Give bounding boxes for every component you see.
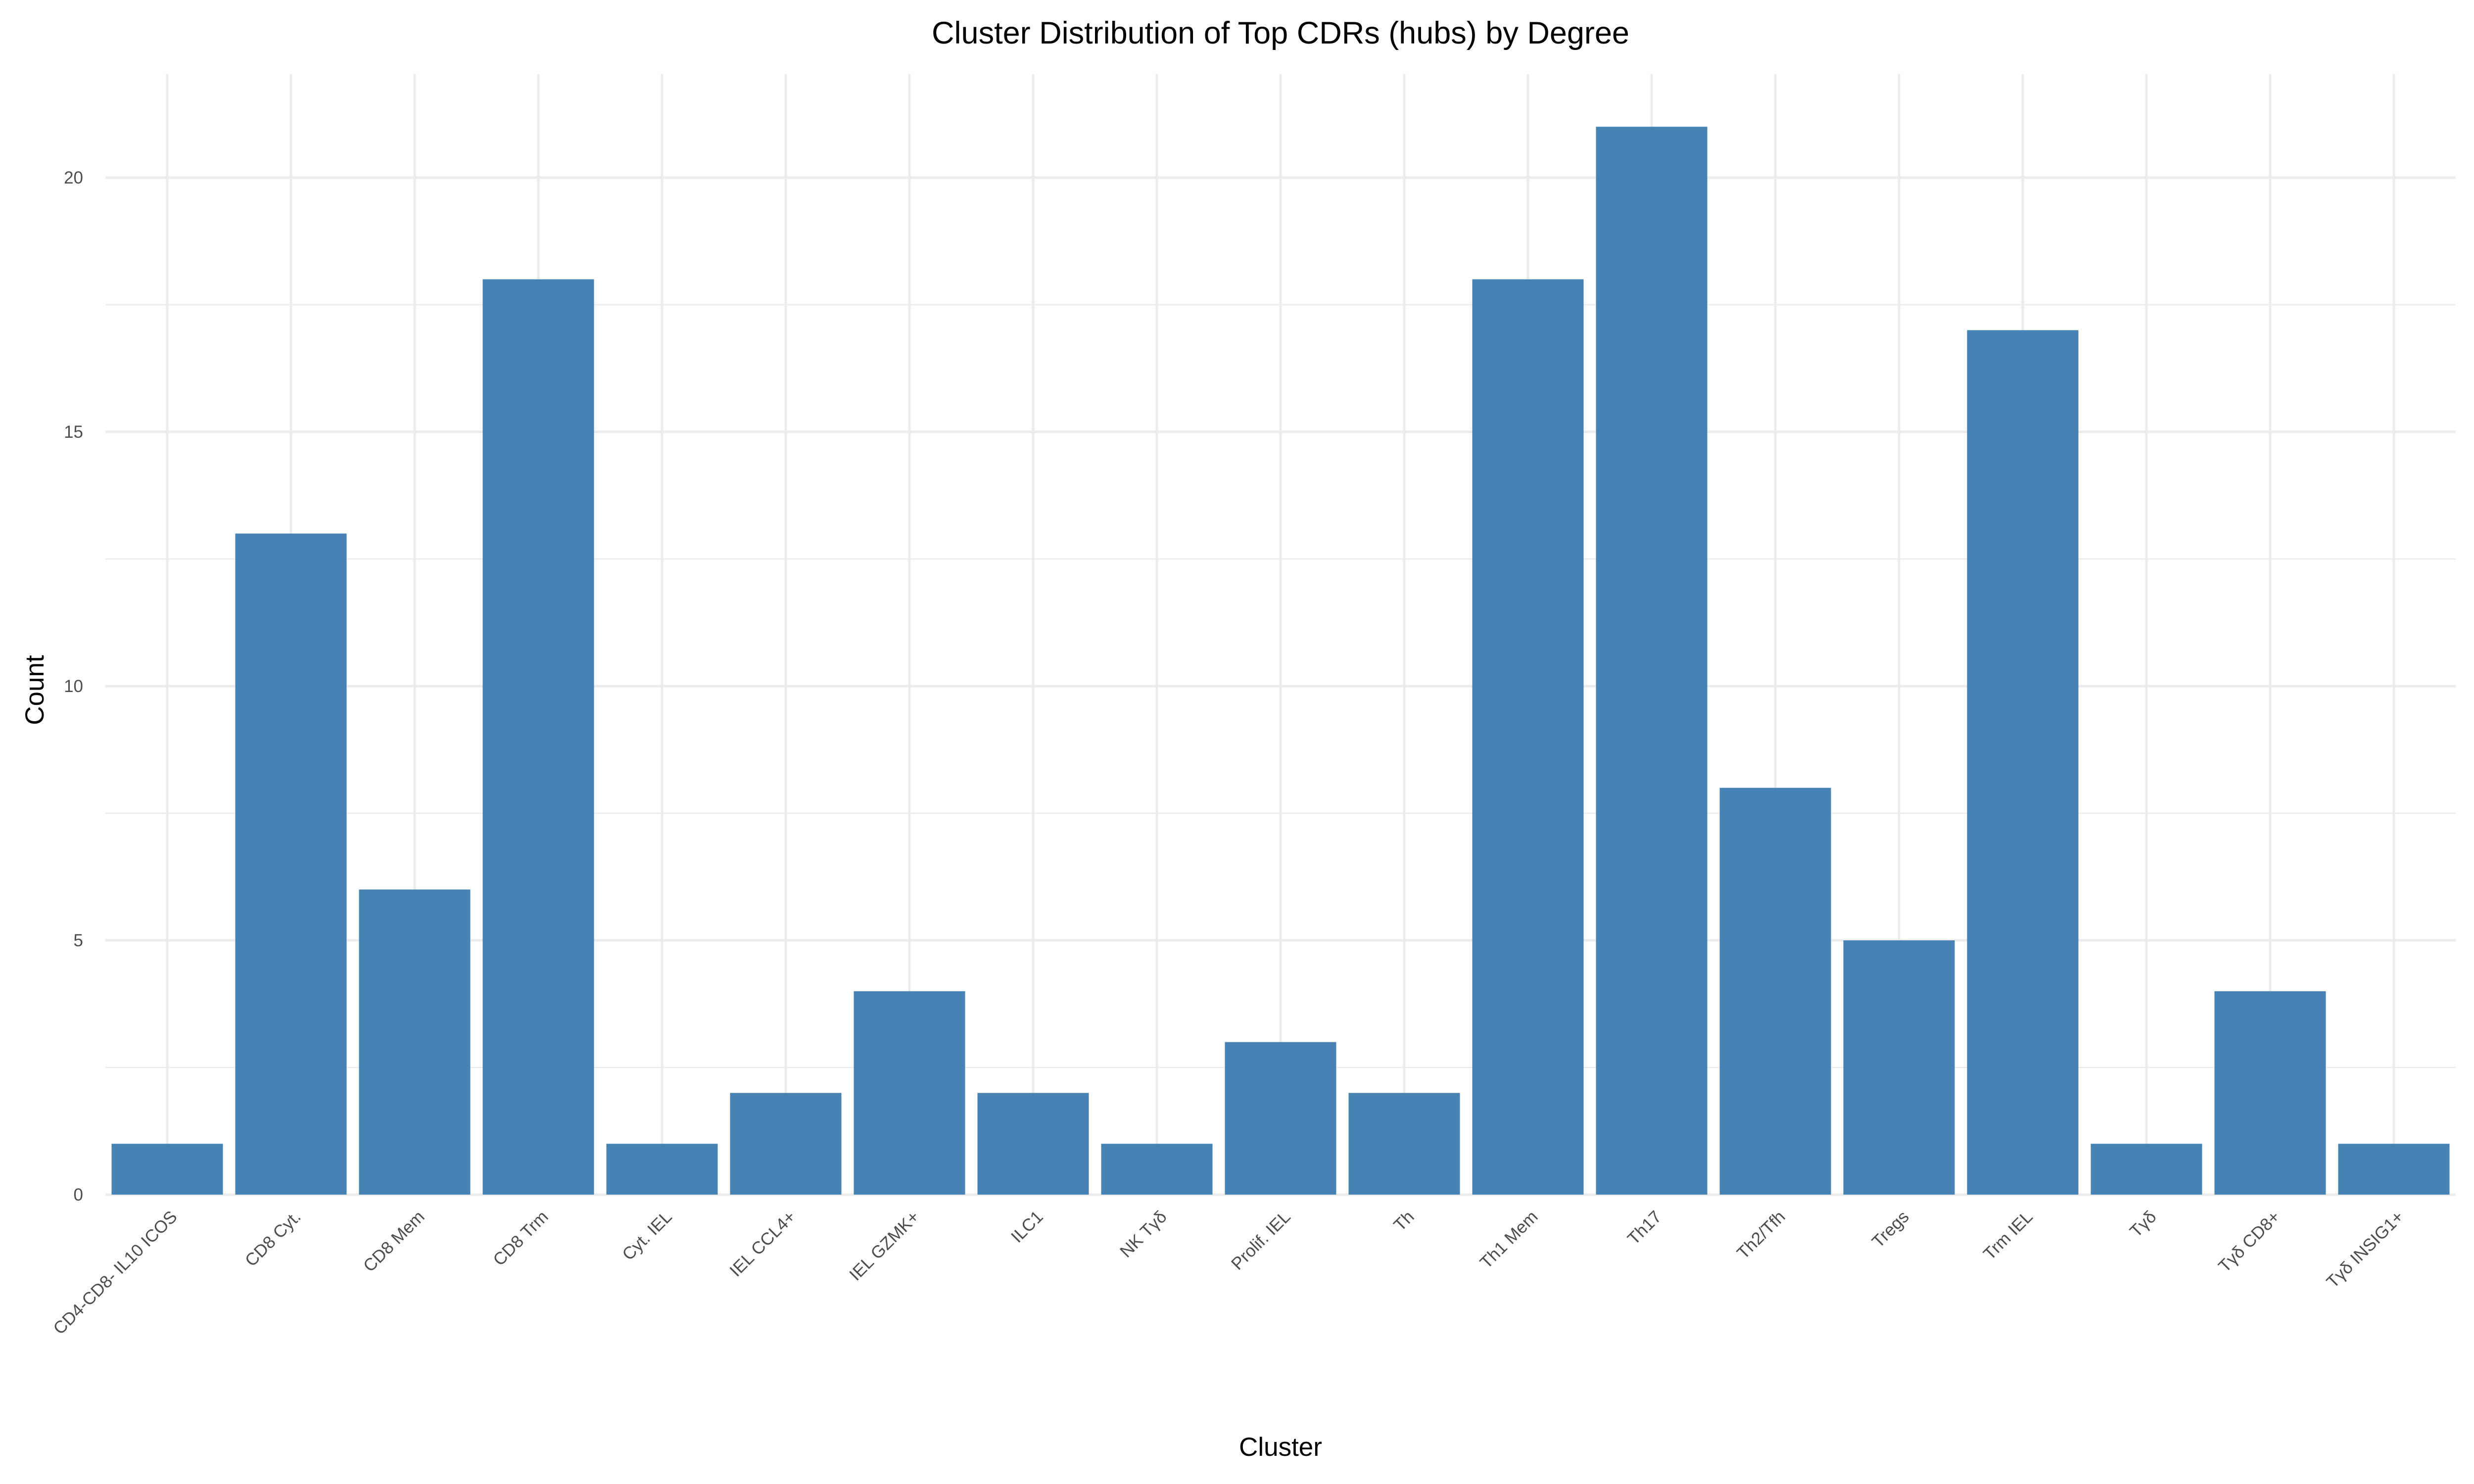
y-tick-label: 5	[74, 931, 83, 950]
x-tick-label: ILC1	[1007, 1207, 1047, 1247]
bar	[854, 991, 965, 1195]
x-tick-label: Prolif. IEL	[1228, 1207, 1294, 1274]
bar	[235, 533, 347, 1195]
x-tick-label: Tγδ CD8+	[2215, 1207, 2284, 1276]
x-tick-label: NK Tγδ	[1116, 1207, 1171, 1261]
x-tick-label: CD4-CD8- IL10 ICOS	[49, 1207, 181, 1339]
bar	[730, 1093, 842, 1195]
x-tick-label: Cyt. IEL	[618, 1207, 676, 1264]
y-tick-label: 0	[74, 1185, 83, 1205]
x-axis-ticks: CD4-CD8- IL10 ICOS CD8 Cyt. CD8 Mem CD8 Trm…	[49, 1207, 2408, 1339]
bar	[1843, 940, 1955, 1195]
x-tick-label: IEL GZMK+	[846, 1207, 923, 1285]
x-tick-label: Th	[1390, 1207, 1418, 1235]
bar	[482, 279, 594, 1195]
y-axis-ticks: 0 5 10 15 20	[64, 168, 83, 1205]
bars	[111, 127, 2450, 1195]
y-tick-label: 10	[64, 677, 83, 696]
x-tick-label: Tregs	[1868, 1207, 1913, 1252]
bar	[1719, 788, 1831, 1195]
x-tick-label: Tγδ	[2126, 1207, 2160, 1241]
bar	[1101, 1144, 1213, 1195]
bar	[2214, 991, 2326, 1195]
bar	[1348, 1093, 1460, 1195]
bar	[1967, 330, 2079, 1195]
x-tick-label: IEL CCL4+	[726, 1207, 799, 1280]
x-tick-label: CD8 Trm	[489, 1207, 552, 1270]
x-tick-label: Th17	[1624, 1207, 1665, 1249]
x-tick-label: Tγδ INSIG1+	[2323, 1207, 2407, 1292]
y-axis-title: Count	[20, 655, 49, 725]
x-tick-label: Th2/Tfh	[1733, 1207, 1789, 1263]
bar	[2091, 1144, 2202, 1195]
y-tick-label: 15	[64, 422, 83, 442]
bar	[1596, 127, 1708, 1195]
chart-title: Cluster Distribution of Top CDRs (hubs) …	[932, 16, 1629, 50]
x-tick-label: CD8 Mem	[360, 1207, 428, 1276]
x-tick-label: CD8 Cyt.	[241, 1207, 305, 1270]
x-axis-title: Cluster	[1239, 1433, 1322, 1462]
x-tick-label: Th1 Mem	[1476, 1207, 1542, 1272]
bar	[1225, 1042, 1336, 1195]
bar	[606, 1144, 718, 1195]
y-tick-label: 20	[64, 168, 83, 187]
bar	[359, 889, 471, 1195]
x-tick-label: Trm IEL	[1980, 1207, 2037, 1264]
bar	[111, 1144, 223, 1195]
bar	[1472, 279, 1584, 1195]
bar	[2338, 1144, 2450, 1195]
bar	[977, 1093, 1089, 1195]
